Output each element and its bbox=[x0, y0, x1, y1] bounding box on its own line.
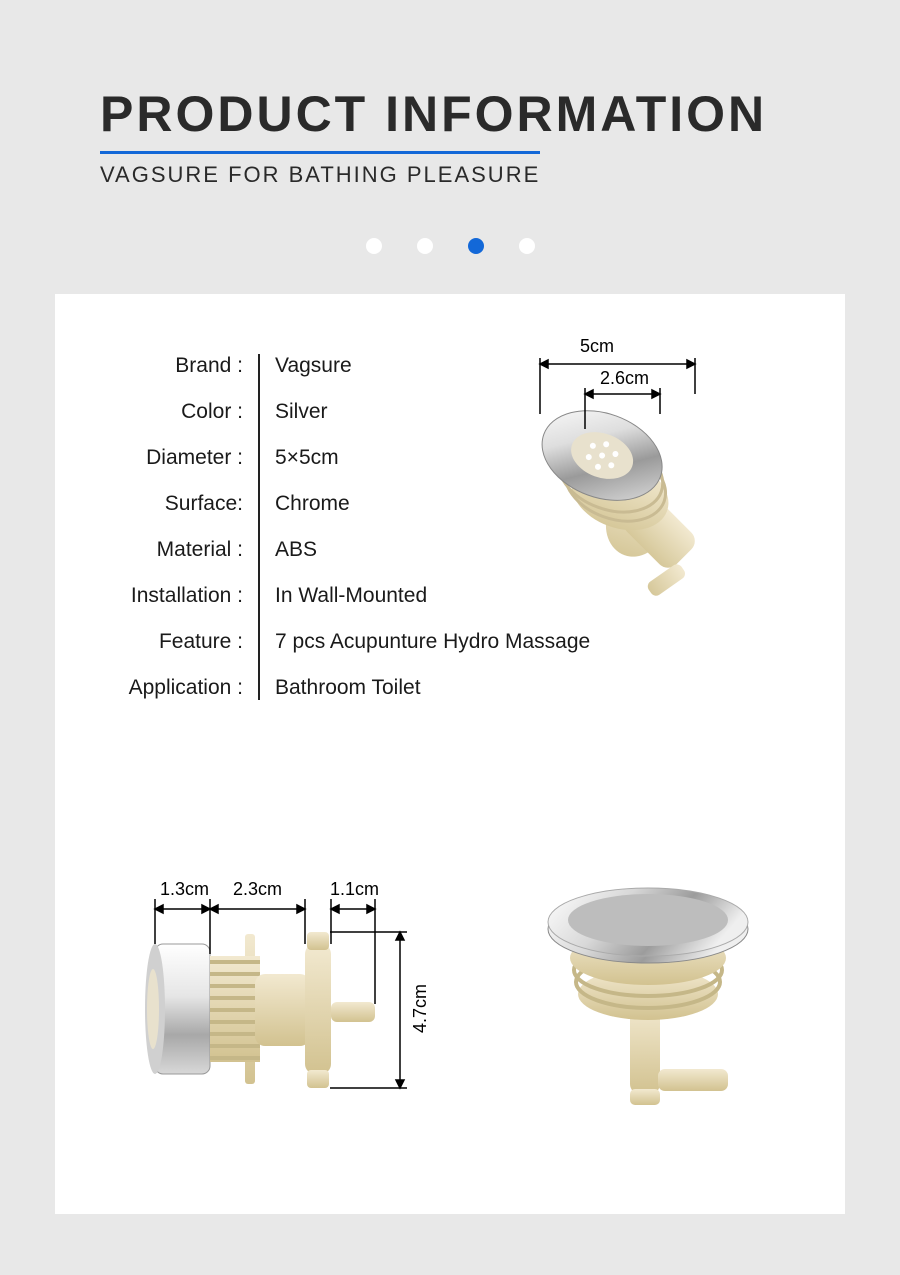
spec-label: Brand : bbox=[100, 354, 243, 378]
header: PRODUCT INFORMATION VAGSURE FOR BATHING … bbox=[0, 0, 900, 218]
product-angled-view: 5cm 2.6cm bbox=[510, 334, 800, 604]
dot-4[interactable] bbox=[519, 238, 535, 254]
pager-dots bbox=[0, 238, 900, 254]
dim-1-1cm: 1.1cm bbox=[330, 879, 379, 900]
spec-label: Feature : bbox=[100, 630, 243, 654]
dot-1[interactable] bbox=[366, 238, 382, 254]
spec-labels-col: Brand : Color : Diameter : Surface: Mate… bbox=[100, 354, 260, 700]
spec-label: Application : bbox=[100, 676, 243, 700]
dot-3[interactable] bbox=[468, 238, 484, 254]
spec-label: Material : bbox=[100, 538, 243, 562]
dim-5cm: 5cm bbox=[580, 336, 614, 357]
dim-1-3cm: 1.3cm bbox=[160, 879, 209, 900]
page-subtitle: VAGSURE FOR BATHING PLEASURE bbox=[100, 151, 540, 188]
spec-label: Diameter : bbox=[100, 446, 243, 470]
page-title: PRODUCT INFORMATION bbox=[100, 85, 900, 143]
dim-2-3cm: 2.3cm bbox=[233, 879, 282, 900]
spec-label: Color : bbox=[100, 400, 243, 424]
spec-label: Surface: bbox=[100, 492, 243, 516]
dot-2[interactable] bbox=[417, 238, 433, 254]
spec-label: Installation : bbox=[100, 584, 243, 608]
product-side-view: 1.3cm 2.3cm 1.1cm 4.7cm bbox=[125, 854, 465, 1144]
dim-4-7cm: 4.7cm bbox=[410, 984, 431, 1033]
spec-value: Bathroom Toilet bbox=[275, 676, 590, 700]
spec-value: 7 pcs Acupunture Hydro Massage bbox=[275, 630, 590, 654]
info-panel: Brand : Color : Diameter : Surface: Mate… bbox=[55, 294, 845, 1214]
product-angled-view-2 bbox=[510, 864, 790, 1124]
dim-2-6cm: 2.6cm bbox=[600, 368, 649, 389]
